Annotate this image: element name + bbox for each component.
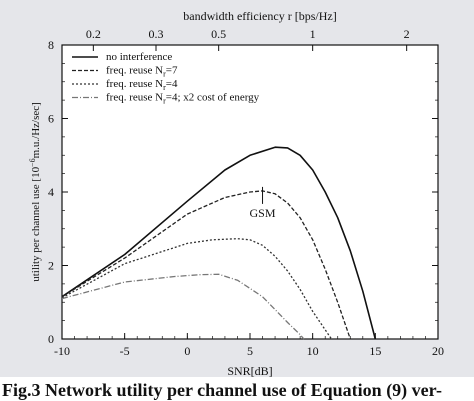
series-line-4 — [61, 273, 305, 340]
top-tick-label: 0.2 — [86, 27, 101, 41]
x-tick-label: -5 — [120, 344, 130, 358]
gsm-annotation: GSM — [250, 206, 276, 220]
x-tick-label: -10 — [54, 344, 70, 358]
x-tick-label: 0 — [184, 344, 190, 358]
y-tick-label: 6 — [48, 112, 54, 126]
series-line-2 — [61, 190, 351, 340]
top-axis-title: bandwidth efficiency r [bps/Hz] — [183, 9, 336, 23]
x-axis-title: SNR[dB] — [227, 364, 272, 378]
y-tick-label: 2 — [48, 259, 54, 273]
y-axis-title: utility per channel use [10−6m.u./Hz/sec… — [28, 102, 42, 282]
x-tick-label: 20 — [432, 344, 444, 358]
top-tick-label: 0.3 — [149, 27, 164, 41]
series-line-1 — [61, 146, 377, 340]
series-line-3 — [61, 238, 333, 340]
y-tick-label: 0 — [48, 332, 54, 346]
x-tick-label: 15 — [369, 344, 381, 358]
top-tick-label: 1 — [310, 27, 316, 41]
legend-entry-4: freq. reuse Nr=4; x2 cost of energy — [106, 92, 260, 106]
legend-entry-3: freq. reuse Nr=4 — [106, 78, 178, 92]
top-tick-label: 2 — [404, 27, 410, 41]
x-tick-label: 5 — [247, 344, 253, 358]
legend-entry-2: freq. reuse Nr=7 — [106, 65, 178, 79]
chart-figure: -10 -5 0 5 10 15 20 0 2 4 6 8 0.2 0.3 0.5 1 2 bandwidth e… — [0, 0, 474, 383]
y-tick-label: 8 — [48, 38, 54, 52]
top-tick-label: 0.5 — [211, 27, 226, 41]
line-chart: -10 -5 0 5 10 15 20 0 2 4 6 8 0.2 0.3 0.5 1 2 bandwidth e… — [28, 9, 444, 378]
x-tick-label: 10 — [307, 344, 319, 358]
y-tick-label: 4 — [48, 185, 54, 199]
legend-entry-1: no interference — [106, 51, 172, 63]
figure-caption: Fig.3 Network utility per channel use of… — [0, 377, 474, 401]
